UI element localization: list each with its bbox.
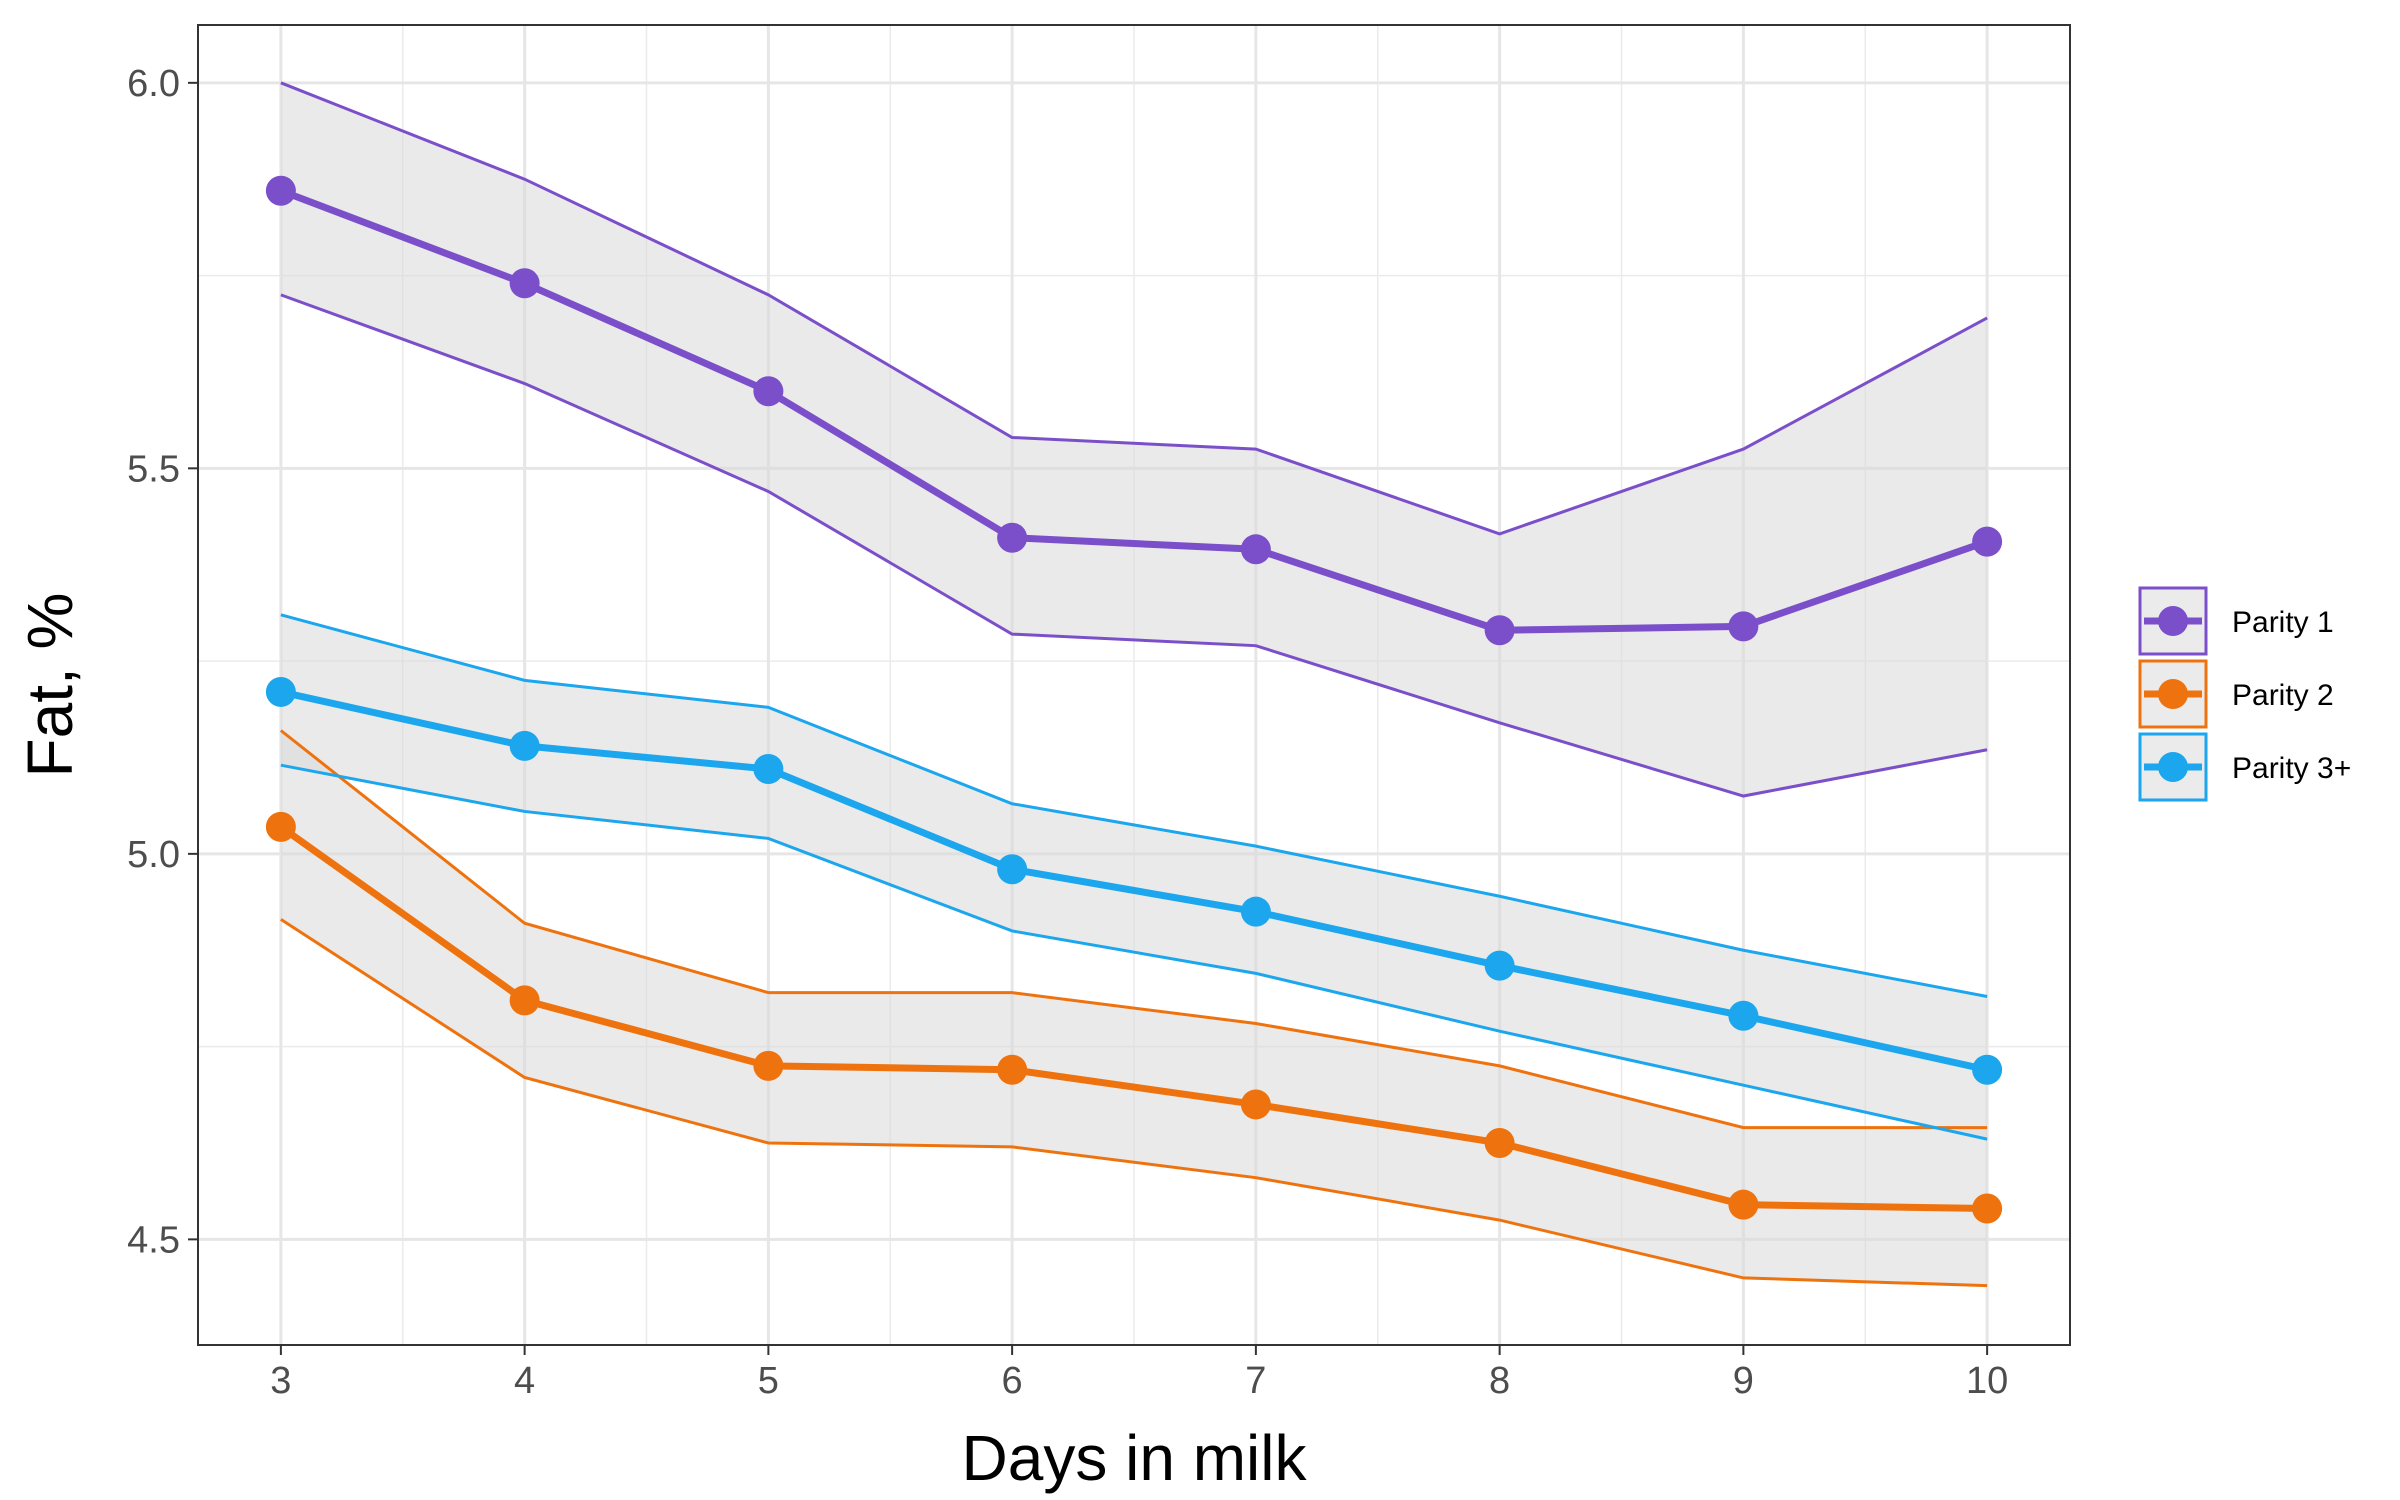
y-axis-title: Fat, % [14, 593, 86, 778]
data-point [1240, 534, 1271, 565]
data-point [1240, 1089, 1271, 1120]
legend-item: Parity 3+ [2138, 732, 2351, 802]
data-point [265, 676, 296, 707]
data-point [265, 811, 296, 842]
data-point [997, 854, 1028, 885]
data-point [509, 730, 540, 761]
x-tick-label: 8 [1489, 1360, 1510, 1402]
panel-border [197, 24, 2071, 1346]
legend-key-point [2158, 679, 2188, 709]
upper-bound-line-2 [280, 613, 1988, 998]
y-tick-label: 4.5 [127, 1219, 180, 1261]
legend: Parity 1 Parity 2 Parity 3+ [2138, 586, 2351, 802]
series-line-2 [280, 688, 1988, 1074]
y-tick-label: 6.0 [127, 63, 180, 105]
x-tick-label: 9 [1733, 1360, 1754, 1402]
data-point [1484, 1127, 1515, 1158]
data-point [1972, 526, 2003, 557]
x-tick-label: 5 [758, 1360, 779, 1402]
lower-bound-line-0 [280, 293, 1988, 798]
legend-item: Parity 1 [2138, 586, 2334, 656]
confidence-band-0 [280, 82, 1988, 797]
data-point [753, 754, 784, 785]
data-point [1728, 1189, 1759, 1220]
data-point [997, 522, 1028, 553]
data-point [997, 1054, 1028, 1085]
band-bounds [279, 81, 1988, 1288]
x-tick-label: 3 [270, 1360, 291, 1402]
y-tick-label: 5.0 [127, 834, 180, 876]
x-tick-label: 4 [514, 1360, 535, 1402]
x-tick-label: 6 [1002, 1360, 1023, 1402]
lower-bound-line-2 [280, 763, 1988, 1141]
x-axis-title: Days in milk [962, 1422, 1308, 1494]
data-point [1484, 950, 1515, 981]
data-point [1972, 1193, 2003, 1224]
plot-panel [197, 24, 2071, 1346]
confidence-band-2 [280, 614, 1988, 1140]
lower-bound-line-1 [280, 918, 1988, 1288]
data-point [265, 175, 296, 206]
data-point [1728, 611, 1759, 642]
legend-key-point [2158, 752, 2188, 782]
legend-label: Parity 2 [2232, 679, 2334, 712]
x-axis: 3 4 5 6 7 8 9 10 [270, 1345, 2008, 1402]
data-point [1972, 1054, 2003, 1085]
data-point [1240, 896, 1271, 927]
legend-label: Parity 1 [2232, 606, 2334, 639]
data-point [1728, 1000, 1759, 1031]
data-point [753, 376, 784, 407]
x-tick-label: 10 [1966, 1360, 2008, 1402]
data-point [509, 985, 540, 1016]
upper-bound-line-1 [279, 729, 1988, 1130]
data-point [1484, 615, 1515, 646]
data-point [509, 268, 540, 299]
x-tick-label: 7 [1245, 1360, 1266, 1402]
series-points [265, 175, 2003, 1224]
legend-label: Parity 3+ [2232, 752, 2351, 785]
data-point [753, 1050, 784, 1081]
series-line-0 [279, 187, 1989, 634]
legend-item: Parity 2 [2138, 659, 2334, 729]
upper-bound-line-0 [280, 81, 1988, 536]
y-tick-label: 5.5 [127, 448, 180, 490]
series-lines [278, 187, 1989, 1213]
legend-key-point [2158, 606, 2188, 636]
series-line-1 [278, 824, 1988, 1213]
y-axis: 4.5 5.0 5.5 6.0 [127, 63, 198, 1261]
